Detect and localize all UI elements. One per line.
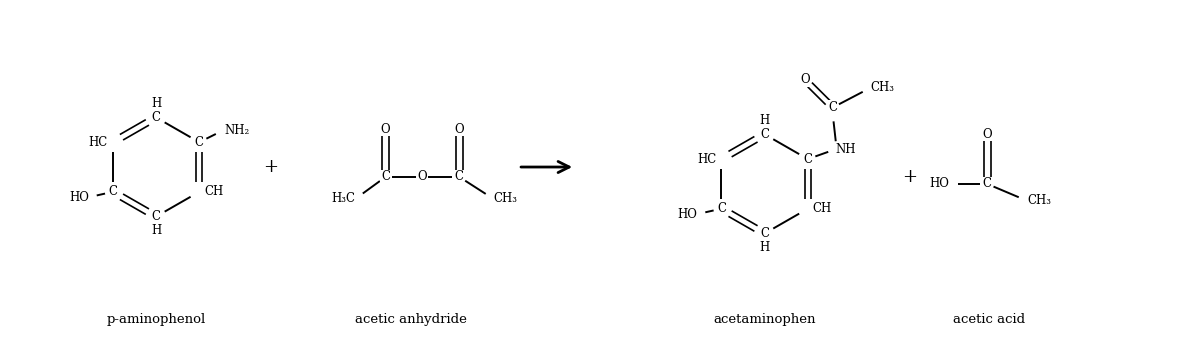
- Text: NH: NH: [835, 143, 857, 156]
- Text: H: H: [151, 224, 161, 237]
- Text: CH₃: CH₃: [871, 81, 895, 94]
- Text: H₃C: H₃C: [331, 192, 355, 205]
- Text: +: +: [263, 158, 278, 176]
- Text: HO: HO: [929, 177, 949, 191]
- Text: O: O: [418, 171, 427, 183]
- Text: HO: HO: [678, 208, 697, 221]
- Text: O: O: [380, 123, 390, 136]
- Text: C: C: [828, 101, 838, 114]
- Text: NH₂: NH₂: [224, 124, 250, 137]
- Text: CH₃: CH₃: [493, 192, 517, 205]
- Text: HO: HO: [70, 191, 89, 204]
- Text: O: O: [455, 123, 464, 136]
- Text: H: H: [760, 241, 769, 254]
- Text: H: H: [151, 97, 161, 110]
- Text: acetic acid: acetic acid: [953, 313, 1025, 326]
- Text: acetaminophen: acetaminophen: [713, 313, 816, 326]
- Text: HC: HC: [697, 153, 716, 165]
- Text: C: C: [380, 171, 390, 183]
- Text: O: O: [983, 128, 992, 141]
- Text: CH: CH: [812, 202, 832, 215]
- Text: CH₃: CH₃: [1027, 194, 1051, 207]
- Text: CH: CH: [204, 185, 223, 198]
- Text: C: C: [983, 177, 991, 191]
- Text: C: C: [194, 136, 204, 149]
- Text: C: C: [716, 202, 726, 215]
- Text: H: H: [760, 114, 769, 127]
- Text: C: C: [760, 128, 769, 141]
- Text: C: C: [760, 227, 769, 240]
- Text: C: C: [151, 111, 161, 124]
- Text: +: +: [901, 168, 917, 186]
- Text: p-aminophenol: p-aminophenol: [107, 313, 205, 326]
- Text: C: C: [455, 171, 464, 183]
- Text: C: C: [151, 210, 161, 223]
- Text: acetic anhydride: acetic anhydride: [354, 313, 467, 326]
- Text: C: C: [108, 185, 118, 198]
- Text: O: O: [800, 73, 810, 86]
- Text: HC: HC: [89, 136, 108, 149]
- Text: C: C: [803, 153, 812, 165]
